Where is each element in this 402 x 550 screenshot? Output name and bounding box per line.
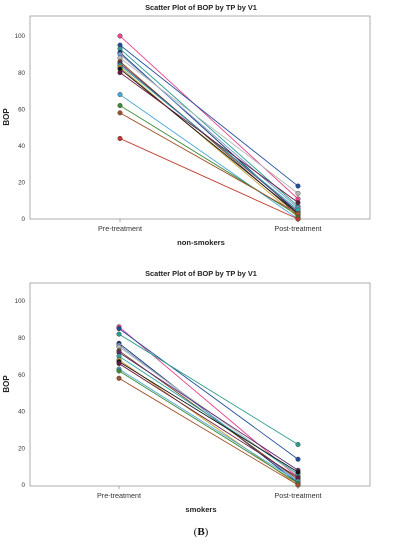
data-point [117,135,123,141]
y-axis-label: BOP [2,108,11,126]
y-tick-label: 60 [18,106,25,113]
figure-caption: (B) [0,526,402,538]
y-tick-label: 20 [18,180,25,187]
series-points [117,33,301,222]
x-axis-categories: Pre-treatment Post-treatment [98,219,322,233]
data-point [295,456,301,462]
y-tick-label: 100 [15,33,26,40]
y-tick-label: 60 [18,372,25,379]
x-axis-label: smokers [185,505,216,514]
data-point [117,103,123,109]
chart-title: Scatter Plot of BOP by TP by V1 [145,3,257,12]
series-line [119,138,299,220]
data-point [116,375,122,381]
data-point [117,92,123,98]
data-point [295,482,301,488]
y-axis-ticks: 0 20 40 60 80 100 [15,33,26,223]
y-tick-label: 40 [18,143,25,150]
series-line [118,368,299,482]
x-axis-categories: Pre-treatment Post-treatment [97,486,322,500]
y-tick-label: 80 [18,335,25,342]
series-line [119,72,299,203]
series-line [118,355,299,475]
data-point [295,216,301,222]
caption-letter: B [197,526,205,538]
series-line [118,352,299,471]
chart-smokers: Scatter Plot of BOP by TP by V1 0 20 40 60 8… [2,269,371,514]
series-line [118,363,299,479]
series-line [119,48,299,207]
y-tick-label: 20 [18,445,25,452]
x-category-label: Post-treatment [274,224,321,233]
series-line [119,35,299,200]
series-line [119,57,299,194]
series-line [118,326,299,478]
y-tick-label: 80 [18,70,25,77]
data-point [116,331,122,337]
series-line [119,112,299,214]
y-tick-label: 100 [15,298,26,305]
data-point [295,200,301,206]
data-point [295,183,301,189]
data-point [117,70,123,76]
series-line [119,44,299,187]
x-axis-label: non-smokers [177,238,225,247]
caption-close: ) [204,526,209,538]
plot-frame [29,282,371,487]
series-points [116,324,301,488]
x-category-label: Pre-treatment [98,224,142,233]
data-point [116,326,122,332]
chart-title: Scatter Plot of BOP by TP by V1 [145,269,257,278]
series-lines [118,326,299,486]
series-line [118,361,299,473]
x-category-label: Pre-treatment [97,491,141,500]
series-line [119,94,299,220]
data-point [295,442,301,448]
data-point [295,469,301,475]
series-line [118,328,299,460]
caption-open: ( [193,526,198,538]
y-axis-label: BOP [2,375,11,393]
data-point [117,33,123,39]
x-category-label: Post-treatment [274,491,321,500]
series-line [118,370,299,484]
y-tick-label: 0 [22,482,26,489]
y-tick-label: 40 [18,409,25,416]
data-point [295,190,301,196]
data-point [117,110,123,116]
series-line [119,53,299,209]
series-line [118,377,299,486]
plot-frame [29,15,371,220]
series-line [118,333,299,445]
data-point [116,368,122,374]
y-axis-ticks: 0 20 40 60 80 100 [15,298,26,489]
series-line [119,66,299,218]
chart-non-smokers: Scatter Plot of BOP by TP by V1 0 20 40 60 8… [2,3,371,247]
y-tick-label: 0 [22,216,26,223]
series-lines [119,35,299,220]
data-point [295,211,301,217]
series-line [119,68,299,214]
data-point [116,361,122,367]
